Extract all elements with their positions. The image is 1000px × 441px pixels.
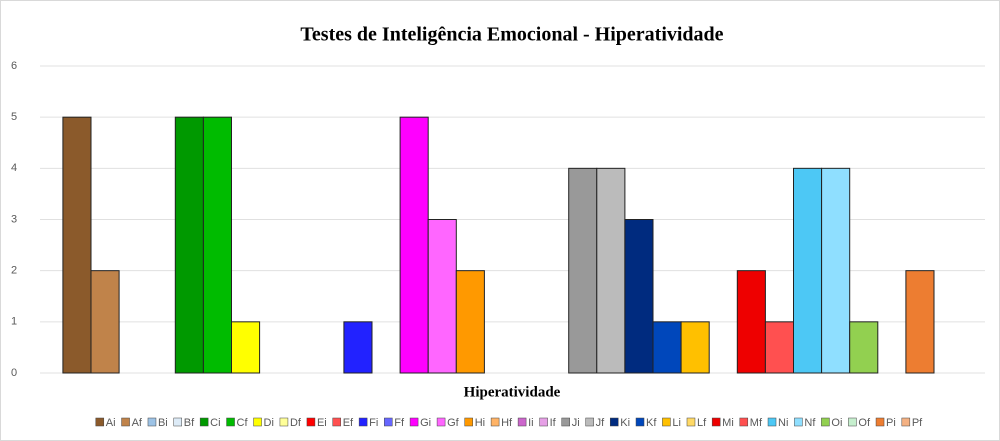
legend-label: Fi <box>369 417 378 429</box>
legend-swatch <box>711 417 721 427</box>
bar <box>62 116 92 374</box>
legend-swatch <box>95 417 105 427</box>
chart-title: Testes de Inteligência Emocional - Hiper… <box>300 24 723 46</box>
legend-swatch <box>662 417 671 427</box>
legend-swatch <box>173 417 182 427</box>
legend-swatch <box>609 417 619 427</box>
legend-label: Ji <box>572 417 580 429</box>
legend-label: Cf <box>237 417 249 429</box>
legend-swatch <box>767 417 777 427</box>
legend-label: Of <box>858 417 871 429</box>
legend-swatch <box>147 417 157 427</box>
bar <box>793 167 823 374</box>
bar <box>821 167 851 374</box>
bar <box>90 270 120 374</box>
legend-label: Di <box>264 417 274 429</box>
y-tick-label: 2 <box>11 265 17 277</box>
legend-label: Ni <box>778 417 788 429</box>
legend-swatch <box>464 417 473 427</box>
legend-label: Pf <box>912 417 923 429</box>
bar <box>624 219 654 374</box>
legend-label: Oi <box>831 417 842 429</box>
legend-swatch <box>199 417 209 427</box>
legend-label: Ki <box>620 417 630 429</box>
legend-swatch <box>384 417 393 427</box>
legend-swatch <box>635 417 645 427</box>
bar <box>596 167 626 374</box>
legend-swatch <box>306 417 316 427</box>
legend-label: Hf <box>501 417 513 429</box>
y-tick-label: 5 <box>11 111 17 123</box>
legend-label: Af <box>132 417 143 429</box>
legend-swatch <box>794 417 803 427</box>
y-tick-label: 1 <box>11 316 17 328</box>
legend-label: Df <box>290 417 302 429</box>
legend-swatch <box>585 417 594 427</box>
legend-label: Ai <box>106 417 116 429</box>
bar <box>455 270 485 374</box>
legend-swatch <box>875 417 885 427</box>
legend-label: Nf <box>804 417 816 429</box>
bar <box>399 116 429 374</box>
legend-label: Ii <box>528 417 534 429</box>
legend-label: Mf <box>750 417 763 429</box>
y-tick-label: 4 <box>11 162 17 174</box>
bar <box>202 116 232 374</box>
bar <box>736 270 766 374</box>
legend-swatch <box>409 417 419 427</box>
legend-swatch <box>226 417 235 427</box>
legend-label: Ci <box>210 417 220 429</box>
x-axis-label: Hiperatividade <box>464 384 561 400</box>
legend-swatch <box>121 417 130 427</box>
bar <box>427 219 457 374</box>
legend-label: Pi <box>886 417 896 429</box>
legend-label: Lf <box>697 417 707 429</box>
legend-swatch <box>739 417 749 427</box>
legend-swatch <box>848 417 857 427</box>
legend-label: Ff <box>394 417 405 429</box>
legend-label: Ei <box>317 417 327 429</box>
legend-swatch <box>686 417 696 427</box>
bar <box>231 321 261 374</box>
y-tick-label: 6 <box>11 60 17 72</box>
bar <box>764 321 795 374</box>
bar <box>652 321 682 374</box>
bar <box>905 270 935 374</box>
y-tick-label: 0 <box>11 367 17 379</box>
legend-swatch <box>539 417 548 427</box>
legend-swatch <box>332 417 341 427</box>
legend-label: Jf <box>596 417 606 429</box>
legend-label: Hi <box>475 417 485 429</box>
legend-label: Li <box>672 417 681 429</box>
legend-label: Ef <box>343 417 354 429</box>
bar <box>680 321 710 374</box>
legend-swatch <box>358 417 368 427</box>
legend-swatch <box>517 417 527 427</box>
bar <box>174 116 204 374</box>
legend-swatch <box>279 417 289 427</box>
legend-label: Kf <box>646 417 657 429</box>
y-tick-label: 3 <box>11 213 17 225</box>
legend-swatch <box>821 417 830 427</box>
legend: Ai Af Bi Bf Ci Cf Di Df Ei Ef Fi Ff Gi Gf Hi Hf Ii If Ji Jf… <box>95 417 923 429</box>
legend-swatch <box>490 417 500 427</box>
legend-swatch <box>253 417 262 427</box>
legend-label: Bf <box>184 417 195 429</box>
bar <box>343 321 373 374</box>
legend-label: Bi <box>158 417 168 429</box>
legend-label: Gi <box>420 417 431 429</box>
bar <box>568 167 598 374</box>
legend-swatch <box>561 417 570 427</box>
legend-swatch <box>901 417 911 427</box>
legend-swatch <box>436 417 446 427</box>
legend-label: If <box>550 417 557 429</box>
legend-label: Mi <box>722 417 734 429</box>
legend-label: Gf <box>447 417 460 429</box>
bar <box>849 321 879 374</box>
